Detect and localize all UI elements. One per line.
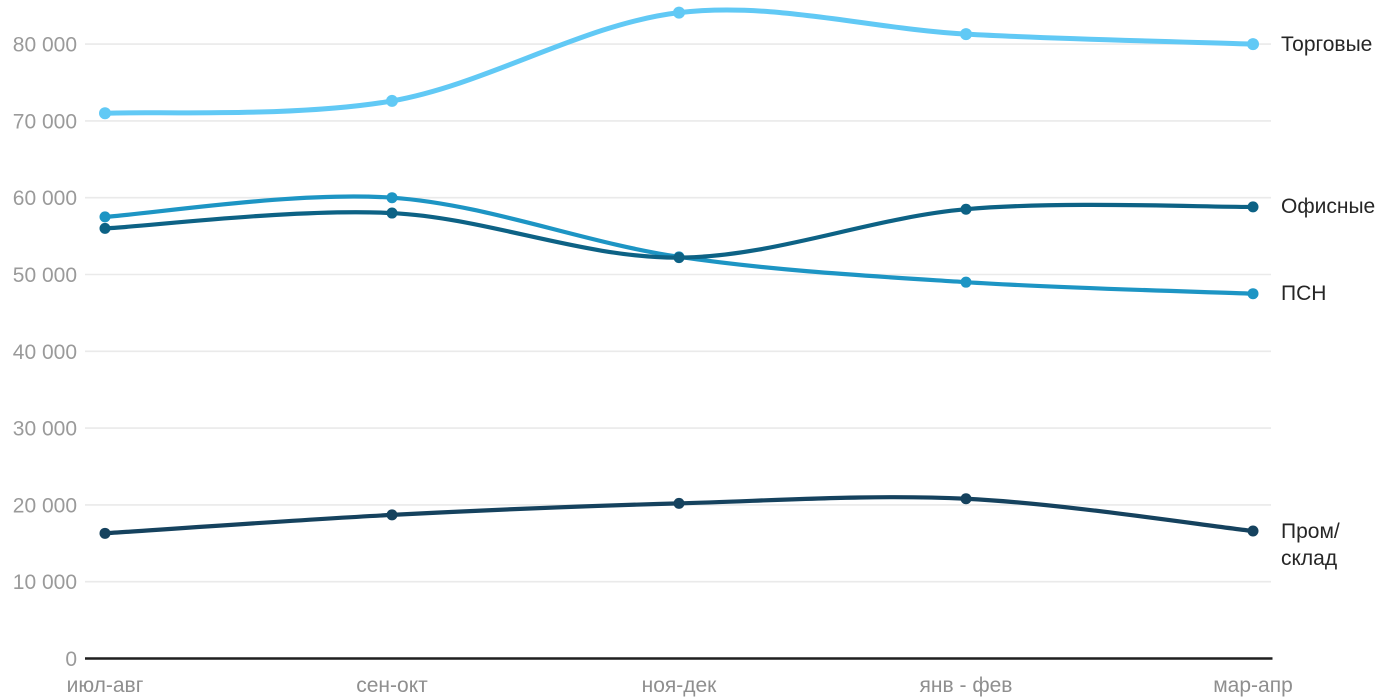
data-point-Торговые-янв - фев[interactable] [960,28,972,41]
y-tick-label: 20 000 [13,494,77,517]
x-tick-label: янв - фев [920,674,1013,697]
series-line-Офисные [102,202,1256,260]
data-point-ПСН-мар-апр[interactable] [1247,288,1259,300]
data-point-Пром/склад-мар-апр[interactable] [1247,525,1259,537]
data-point-ПСН-янв - фев[interactable] [960,276,972,288]
y-tick-label: 70 000 [13,110,77,133]
series-label-Пром/склад: Пром/ склад [1281,519,1340,570]
x-tick-label: ноя-дек [642,674,718,697]
data-point-Офисные-июл-авг[interactable] [99,222,111,234]
series-label-Офисные: Офисные [1281,195,1376,219]
y-tick-label: 10 000 [13,571,77,594]
data-point-Пром/склад-сен-окт[interactable] [386,509,398,521]
x-tick-label: мар-апр [1213,674,1293,697]
y-tick-label: 50 000 [13,264,77,287]
y-tick-label: 0 [65,648,77,671]
data-point-Торговые-ноя-дек[interactable] [673,6,685,19]
x-tick-label: июл-авг [67,674,144,697]
data-point-Офисные-янв - фев[interactable] [960,203,972,215]
data-point-Офисные-мар-апр[interactable] [1247,201,1259,213]
series-label-Торговые: Торговые [1281,32,1373,56]
data-point-Офисные-ноя-дек[interactable] [673,252,685,264]
series-line-ПСН [102,194,1256,296]
data-point-ПСН-сен-окт[interactable] [386,192,398,204]
data-point-Торговые-сен-окт[interactable] [386,94,398,107]
data-point-Пром/склад-ноя-дек[interactable] [673,497,685,509]
y-tick-label: 80 000 [13,34,77,57]
data-point-Пром/склад-июл-авг[interactable] [99,527,111,539]
series-label-ПСН: ПСН [1281,282,1327,306]
data-point-ПСН-июл-авг[interactable] [99,211,111,223]
data-point-Офисные-сен-окт[interactable] [386,207,398,219]
y-tick-label: 60 000 [13,187,77,210]
y-tick-label: 30 000 [13,418,77,441]
y-tick-label: 40 000 [13,341,77,364]
series-line-Торговые [102,7,1256,116]
data-point-Пром/склад-янв - фев[interactable] [960,493,972,505]
data-point-Торговые-мар-апр[interactable] [1247,38,1259,51]
x-tick-label: сен-окт [356,674,428,697]
data-point-Торговые-июл-авг[interactable] [99,107,111,120]
